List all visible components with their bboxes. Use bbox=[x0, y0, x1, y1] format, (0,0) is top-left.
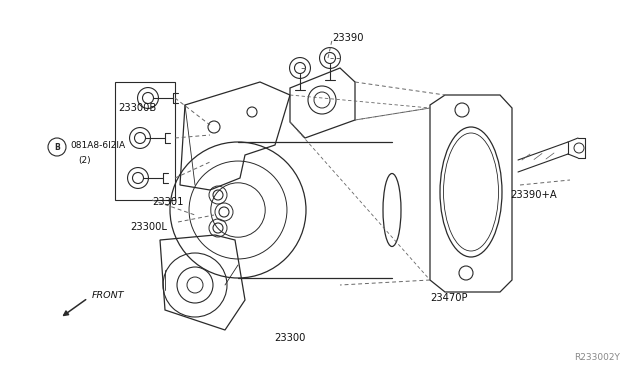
Text: 23390+A: 23390+A bbox=[510, 190, 557, 200]
Text: 23300L: 23300L bbox=[130, 222, 167, 232]
Text: B: B bbox=[54, 142, 60, 151]
Text: 23301: 23301 bbox=[152, 197, 184, 207]
Text: 23470P: 23470P bbox=[430, 293, 467, 303]
Text: 23300B: 23300B bbox=[118, 103, 156, 113]
Text: FRONT: FRONT bbox=[92, 291, 125, 299]
Text: 23390: 23390 bbox=[332, 33, 364, 43]
Text: 081A8-6I2IA: 081A8-6I2IA bbox=[70, 141, 125, 150]
Text: (2): (2) bbox=[78, 155, 91, 164]
Text: 23300: 23300 bbox=[275, 333, 306, 343]
Text: R233002Y: R233002Y bbox=[574, 353, 620, 362]
